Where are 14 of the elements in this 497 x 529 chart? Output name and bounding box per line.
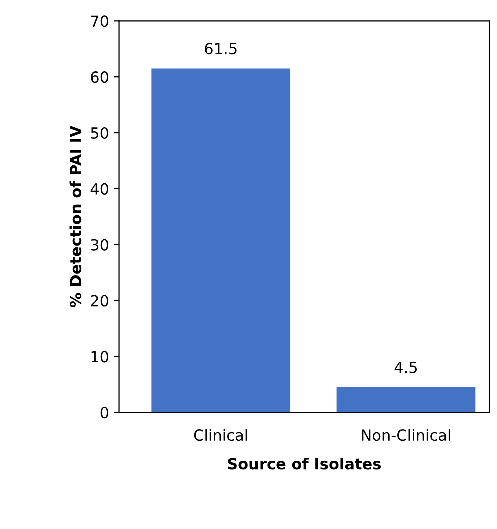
x-tick-label: Non-Clinical <box>362 429 450 442</box>
y-tick-label: 50 <box>91 127 109 140</box>
y-axis-title: % Detection of PAI IV <box>70 126 82 308</box>
y-tick-label: 30 <box>91 239 109 251</box>
y-tick-label: 20 <box>91 295 109 307</box>
data-label: 61.5 <box>205 43 237 55</box>
y-tick-label: 40 <box>90 183 109 195</box>
x-axis-title: Source of Isolates <box>228 458 382 470</box>
y-tick-label: 0 <box>100 407 109 419</box>
x-tick-label: Clinical <box>194 429 248 442</box>
y-tick-label: 60 <box>91 72 109 84</box>
y-tick-label: 70 <box>91 16 109 28</box>
data-label: 4.5 <box>394 362 418 374</box>
y-tick-label: 10 <box>92 351 109 363</box>
